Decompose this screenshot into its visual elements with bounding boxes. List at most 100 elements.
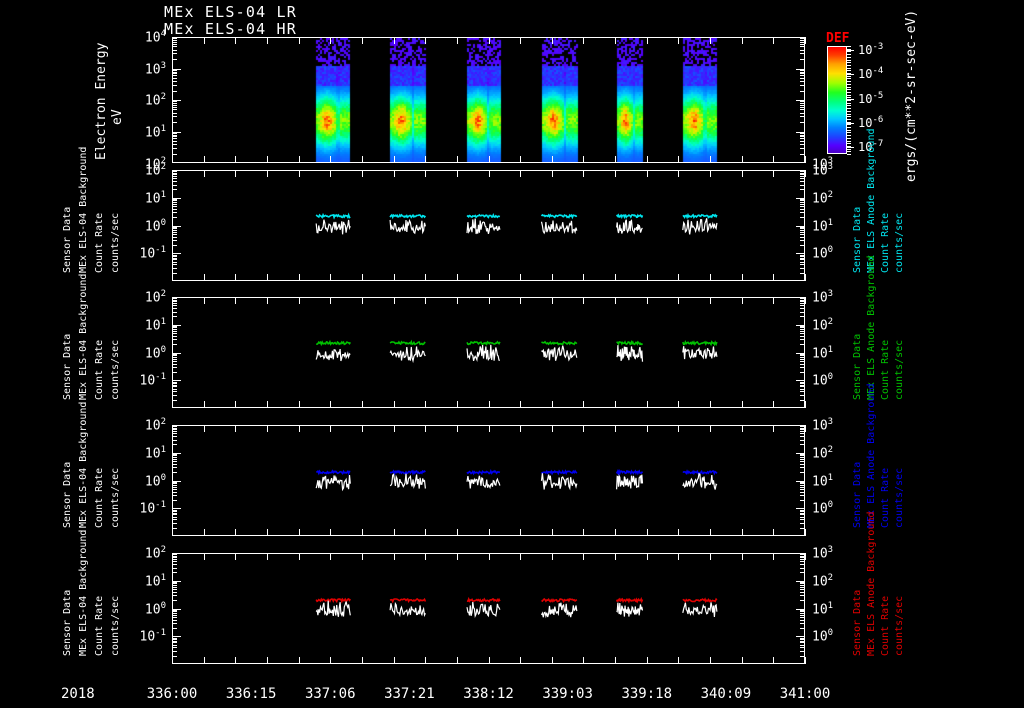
minor-tick bbox=[172, 226, 177, 228]
x-axis-year: 2018 bbox=[61, 686, 95, 702]
x-tick bbox=[646, 274, 648, 281]
minor-tick bbox=[800, 138, 805, 140]
minor-tick bbox=[800, 106, 805, 108]
x-tick bbox=[266, 297, 268, 304]
minor-tick bbox=[172, 367, 177, 368]
y-tick-label: 10-1 bbox=[139, 372, 167, 389]
cb-minor-tick bbox=[847, 56, 851, 58]
signal-trace bbox=[466, 602, 501, 618]
x-tick bbox=[330, 401, 332, 408]
x-tick bbox=[361, 274, 363, 281]
minor-tick bbox=[800, 483, 805, 485]
minor-tick bbox=[172, 329, 177, 331]
major-tick bbox=[796, 380, 805, 382]
x-tick bbox=[488, 156, 490, 163]
minor-tick bbox=[172, 472, 177, 474]
x-tick bbox=[741, 425, 743, 432]
minor-tick bbox=[800, 444, 805, 446]
y-tick-label-right: 102 bbox=[812, 444, 834, 462]
major-tick bbox=[796, 297, 805, 298]
minor-tick bbox=[172, 382, 177, 384]
cb-minor-tick bbox=[847, 97, 851, 99]
minor-tick bbox=[800, 264, 805, 266]
x-tick bbox=[678, 37, 680, 44]
minor-tick bbox=[800, 642, 805, 644]
minor-tick bbox=[172, 43, 177, 45]
minor-tick bbox=[800, 233, 805, 235]
x-tick bbox=[172, 425, 173, 432]
minor-tick bbox=[172, 559, 177, 561]
major-tick bbox=[172, 297, 181, 298]
minor-tick bbox=[800, 355, 805, 357]
minor-tick bbox=[800, 212, 805, 214]
major-tick bbox=[796, 425, 805, 426]
background-trace bbox=[615, 213, 644, 220]
major-tick bbox=[172, 452, 181, 454]
minor-tick bbox=[800, 259, 805, 261]
left-axis-title-line-3: Count Rate bbox=[94, 339, 105, 400]
x-tick bbox=[678, 529, 680, 536]
background-trace bbox=[682, 469, 718, 476]
minor-tick bbox=[800, 619, 805, 621]
cb-minor-tick bbox=[847, 102, 851, 104]
x-tick bbox=[646, 401, 648, 408]
background-trace bbox=[466, 212, 501, 219]
background-trace bbox=[315, 597, 351, 604]
trace-group-1 bbox=[315, 212, 718, 235]
background-trace bbox=[682, 340, 718, 347]
x-tick bbox=[330, 297, 332, 304]
x-tick bbox=[361, 297, 363, 304]
minor-tick bbox=[800, 564, 805, 566]
cb-minor-tick bbox=[847, 124, 851, 126]
major-tick bbox=[172, 197, 181, 199]
x-tick bbox=[203, 37, 205, 44]
x-tick bbox=[235, 156, 237, 163]
minor-tick bbox=[800, 122, 805, 124]
x-tick bbox=[361, 37, 363, 44]
x-tick bbox=[583, 170, 585, 177]
minor-tick bbox=[172, 499, 177, 501]
x-tick bbox=[520, 37, 522, 44]
x-tick bbox=[615, 401, 617, 408]
minor-tick bbox=[800, 559, 805, 561]
minor-tick bbox=[800, 40, 805, 42]
major-tick bbox=[172, 425, 181, 426]
x-tick bbox=[298, 529, 300, 536]
cb-minor-tick bbox=[847, 137, 851, 139]
x-tick bbox=[615, 657, 617, 664]
minor-tick bbox=[172, 73, 177, 75]
left-axis-title-line-2: MEx ELS-04 Background bbox=[78, 529, 89, 656]
y-tick-label-overflow: 102 bbox=[144, 156, 166, 173]
major-tick bbox=[172, 380, 181, 382]
x-tick bbox=[520, 425, 522, 432]
minor-tick bbox=[800, 614, 805, 616]
x-tick bbox=[298, 401, 300, 408]
minor-tick bbox=[172, 650, 177, 652]
x-tick bbox=[298, 297, 300, 304]
x-tick bbox=[361, 529, 363, 536]
signal-trace bbox=[682, 218, 718, 235]
background-trace bbox=[316, 469, 351, 476]
major-tick bbox=[172, 100, 181, 101]
minor-tick bbox=[172, 388, 177, 390]
x-tick bbox=[361, 553, 363, 560]
x-tick bbox=[678, 657, 680, 664]
minor-tick bbox=[172, 595, 177, 597]
y-tick-label-right: 102 bbox=[812, 316, 834, 334]
minor-tick bbox=[800, 202, 805, 204]
y-tick-label-right: 101 bbox=[812, 217, 834, 234]
x-tick bbox=[678, 425, 680, 432]
minor-tick bbox=[800, 326, 805, 328]
x-tick bbox=[678, 553, 680, 560]
signal-trace bbox=[541, 345, 578, 362]
x-tick-label: 339:03 bbox=[542, 686, 593, 702]
x-tick bbox=[298, 274, 300, 281]
signal-trace bbox=[466, 475, 501, 490]
x-tick bbox=[393, 274, 395, 281]
x-tick bbox=[235, 553, 237, 560]
minor-tick bbox=[800, 356, 805, 358]
minor-tick bbox=[172, 600, 177, 602]
minor-tick bbox=[172, 46, 177, 48]
colorbar bbox=[827, 46, 847, 154]
x-tick bbox=[266, 657, 268, 664]
